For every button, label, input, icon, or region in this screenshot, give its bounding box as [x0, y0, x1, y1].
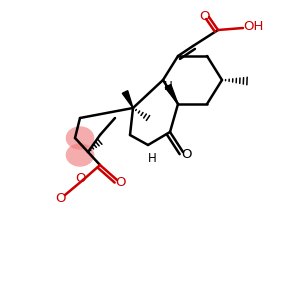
Text: H: H — [164, 80, 172, 94]
Ellipse shape — [66, 143, 94, 167]
Text: O: O — [56, 191, 66, 205]
Text: O: O — [76, 172, 86, 184]
Ellipse shape — [66, 126, 94, 150]
Text: O: O — [115, 176, 125, 190]
Polygon shape — [122, 91, 133, 108]
Polygon shape — [165, 84, 178, 104]
Text: O: O — [200, 10, 210, 22]
Text: O: O — [182, 148, 192, 161]
Text: H: H — [148, 152, 156, 164]
Text: OH: OH — [243, 20, 263, 34]
